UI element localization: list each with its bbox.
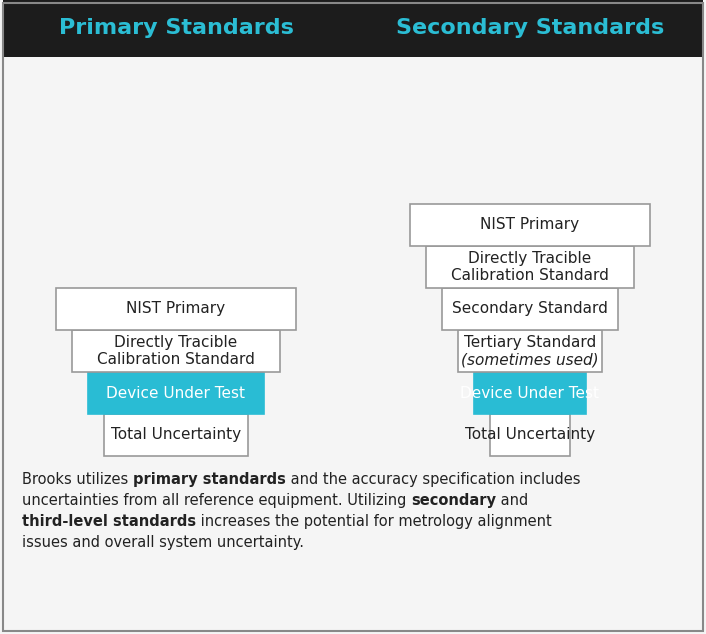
Bar [490,414,570,456]
Bar [104,414,248,456]
Text: increases the potential for metrology alignment: increases the potential for metrology al… [196,514,552,529]
Text: Device Under Test: Device Under Test [460,385,599,401]
Bar [410,204,650,246]
Text: third-level standards: third-level standards [22,514,196,529]
Bar [474,372,586,414]
Text: secondary: secondary [411,493,496,508]
Text: Calibration Standard: Calibration Standard [97,353,255,368]
Text: Total Uncertainty: Total Uncertainty [111,427,241,443]
Text: Device Under Test: Device Under Test [107,385,246,401]
Text: Brooks utilizes: Brooks utilizes [22,472,133,487]
Text: Tertiary Standard: Tertiary Standard [464,335,596,351]
Bar [56,288,296,330]
Bar [72,330,280,372]
Bar [426,246,634,288]
Text: and: and [496,493,528,508]
Text: Total Uncertainty: Total Uncertainty [465,427,595,443]
Bar [458,330,602,372]
Text: (sometimes used): (sometimes used) [461,353,599,368]
Text: and the accuracy specification includes: and the accuracy specification includes [286,472,580,487]
Bar [88,372,264,414]
Text: NIST Primary: NIST Primary [481,217,580,233]
Text: Secondary Standards: Secondary Standards [396,18,664,39]
Text: issues and overall system uncertainty.: issues and overall system uncertainty. [22,535,304,550]
Text: Directly Tracible: Directly Tracible [468,252,592,266]
Text: Primary Standards: Primary Standards [59,18,294,39]
Text: uncertainties from all reference equipment. Utilizing: uncertainties from all reference equipme… [22,493,411,508]
Text: primary standards: primary standards [133,472,286,487]
Bar [442,288,618,330]
Bar [3,0,703,57]
Text: NIST Primary: NIST Primary [126,302,225,316]
Text: Directly Tracible: Directly Tracible [114,335,238,351]
Text: Calibration Standard: Calibration Standard [451,269,609,283]
Text: Secondary Standard: Secondary Standard [452,302,608,316]
